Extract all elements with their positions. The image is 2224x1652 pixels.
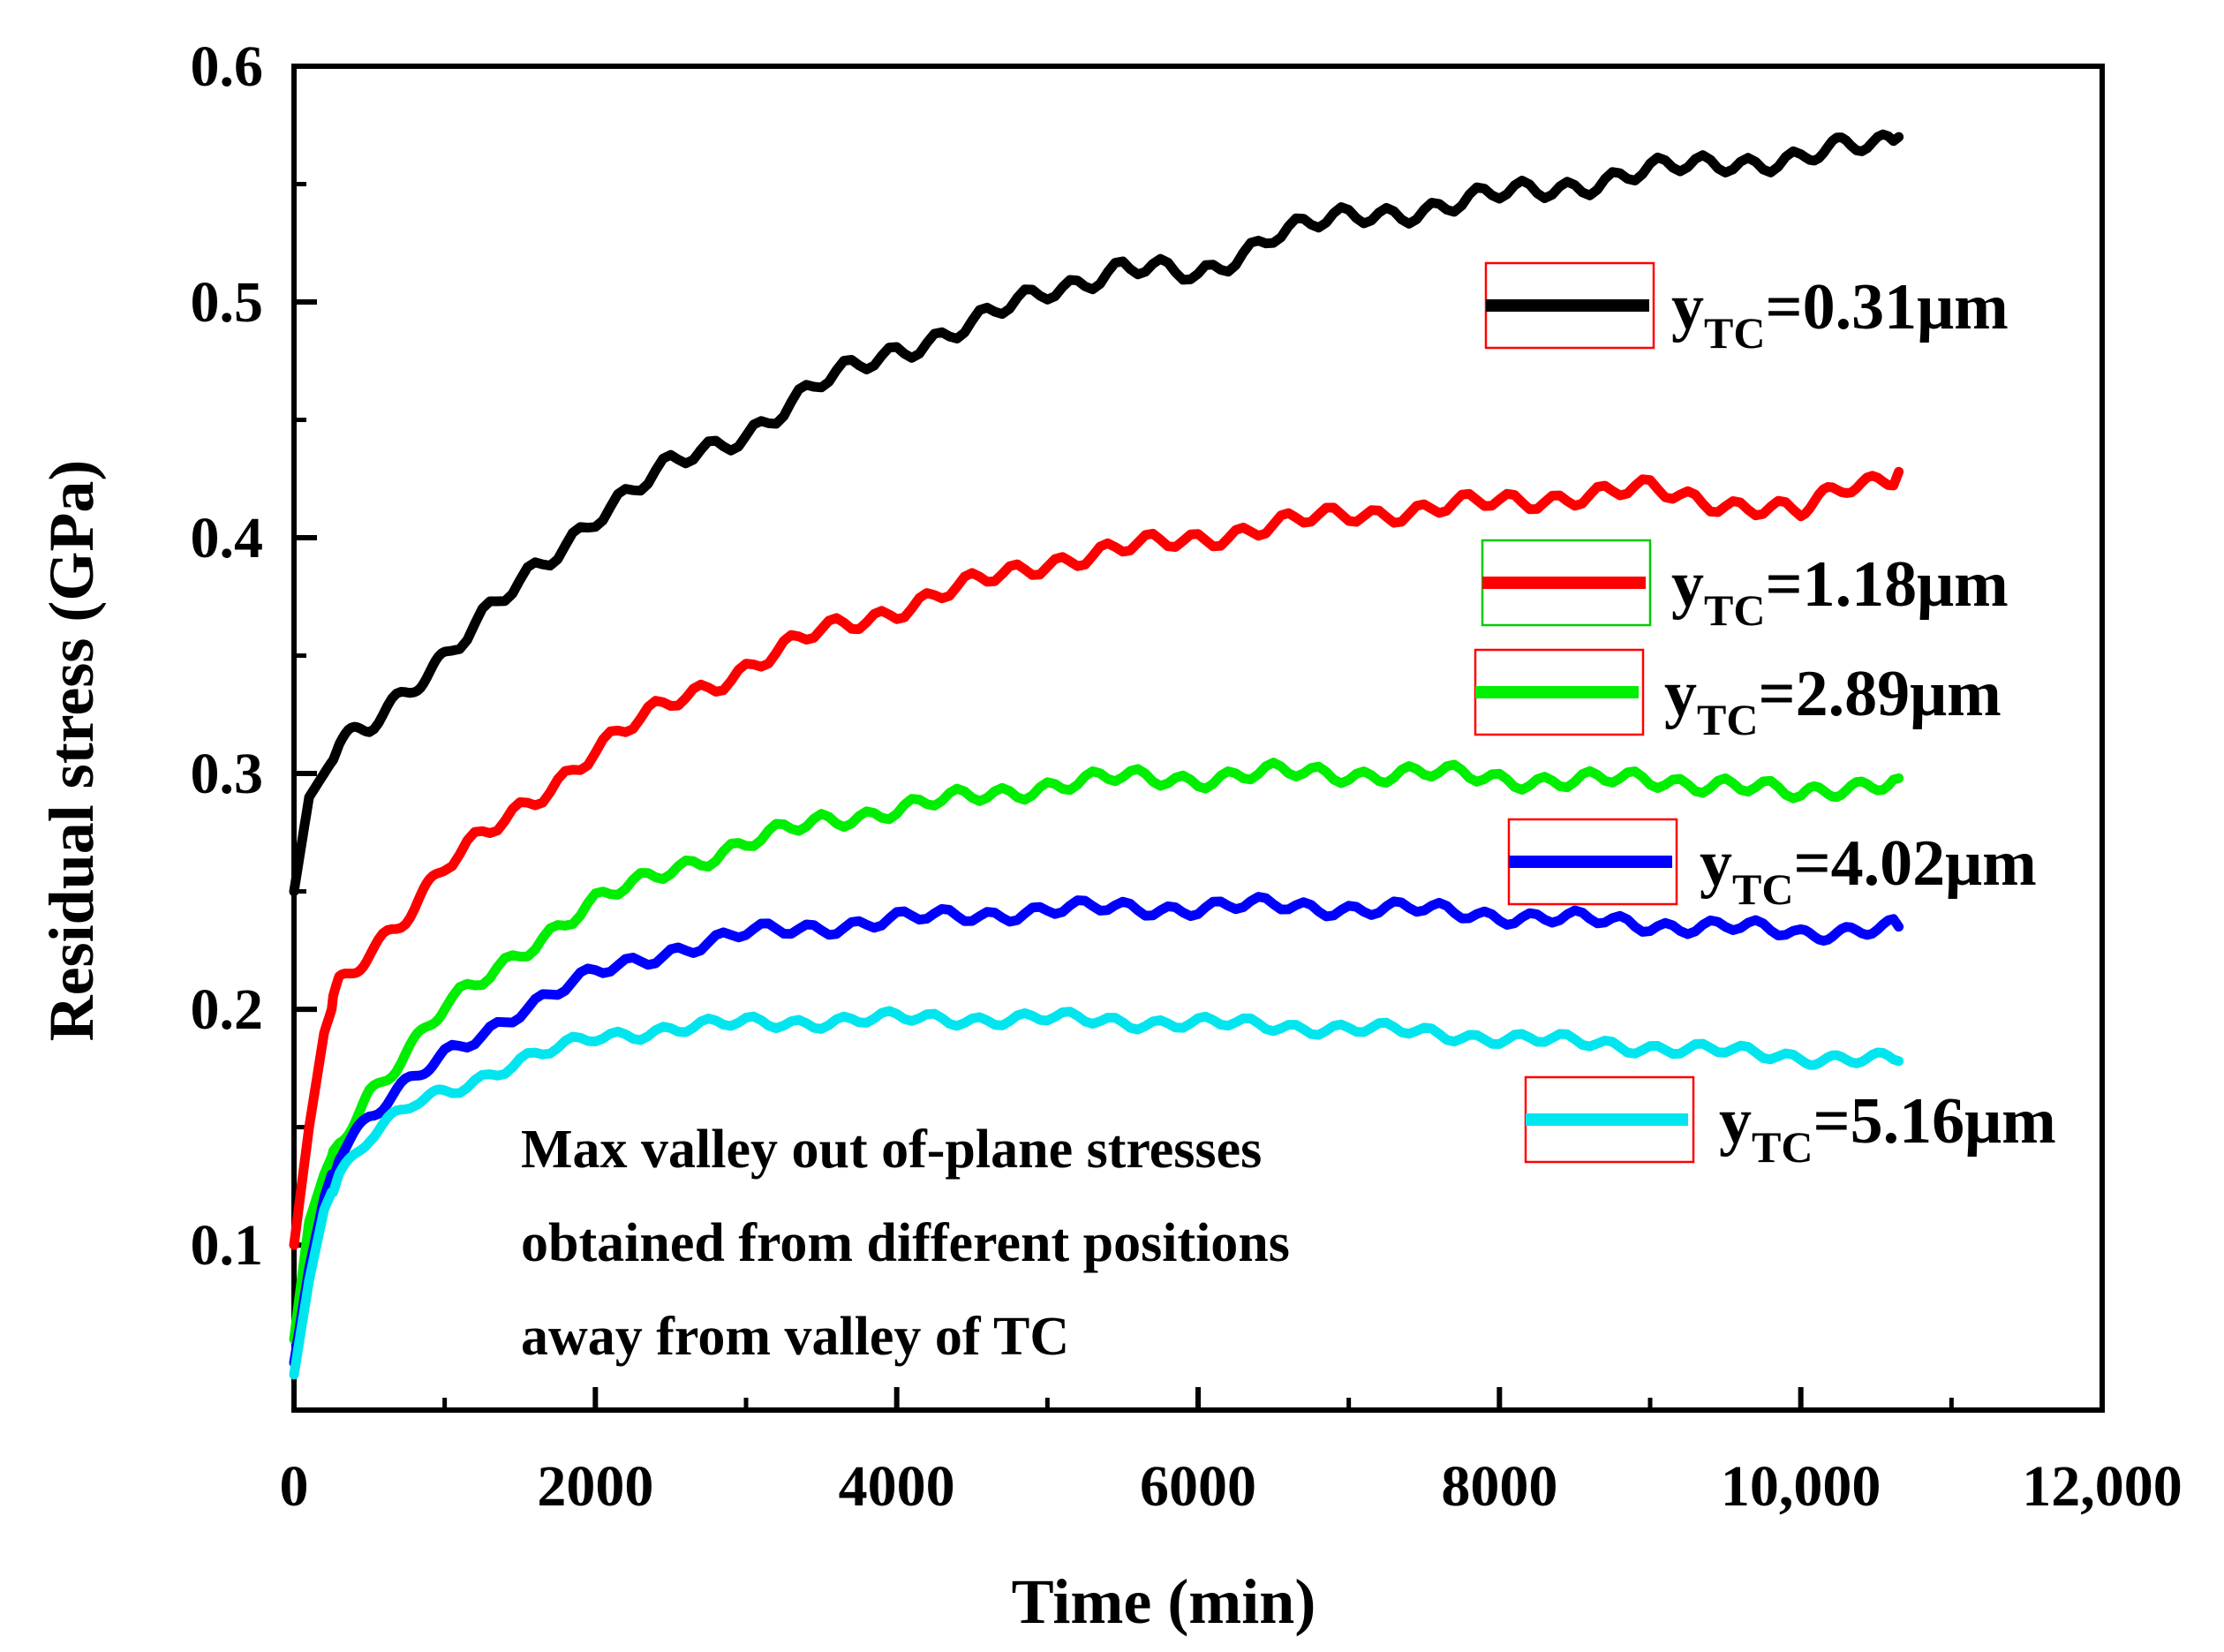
y-tick-label: 0.5 [191, 270, 264, 335]
series-line-3 [289, 758, 1904, 1345]
legend-label: yTC=2.89μm [1664, 658, 2002, 744]
x-tick-label: 2000 [537, 1454, 653, 1519]
annotation-line-3: away from valley of TC [521, 1307, 1069, 1367]
y-tick-label: 0.2 [191, 977, 264, 1042]
legend-entry-5: yTC=5.16μm [1524, 1075, 2056, 1172]
legend-label: yTC=0.31μm [1671, 271, 2009, 358]
y-axis-ticks: 0.1 0.2 0.3 0.4 0.5 0.6 [191, 34, 317, 1278]
annotation-line-2: obtained from different positions [521, 1213, 1290, 1273]
series-lines [289, 129, 1904, 1380]
legend-label: yTC=1.18μm [1671, 548, 2009, 635]
x-tick-label: 6000 [1140, 1454, 1256, 1519]
y-tick-label: 0.4 [191, 506, 264, 570]
series-line-2 [289, 466, 1904, 1250]
series-line-5 [289, 1006, 1904, 1380]
y-axis-label: Residual stress (GPa) [36, 460, 107, 1042]
x-tick-label: 10,000 [1721, 1454, 1881, 1519]
annotation: Max valley out of-plane stresses obtaine… [521, 1120, 1290, 1367]
x-tick-label: 4000 [839, 1454, 955, 1519]
legend-entry-3: yTC=2.89μm [1474, 648, 2002, 744]
legend-label: yTC=5.16μm [1719, 1085, 2056, 1172]
y-tick-label: 0.1 [191, 1213, 264, 1278]
y-tick-label: 0.6 [191, 34, 264, 99]
x-axis-label: Time (min) [1012, 1566, 1316, 1637]
series-line-4 [289, 892, 1904, 1369]
x-tick-label: 12,000 [2022, 1454, 2183, 1519]
legend-entry-2: yTC=1.18μm [1481, 539, 2009, 635]
y-tick-label: 0.3 [191, 742, 264, 806]
x-tick-label: 0 [280, 1454, 309, 1519]
legend-entry-1: yTC=0.31μm [1484, 261, 2009, 358]
series-line-1 [289, 129, 1904, 897]
x-axis-ticks: 0 2000 4000 6000 8000 10,000 12,000 [280, 1387, 2183, 1519]
x-tick-label: 8000 [1441, 1454, 1557, 1519]
legend-entry-4: yTC=4.02μm [1507, 818, 2037, 914]
legend-label: yTC=4.02μm [1700, 827, 2037, 914]
annotation-line-1: Max valley out of-plane stresses [521, 1120, 1262, 1180]
legend: yTC=0.31μm yTC=1.18μm yTC=2.89μm yTC=4.02μm… [1474, 261, 2056, 1172]
